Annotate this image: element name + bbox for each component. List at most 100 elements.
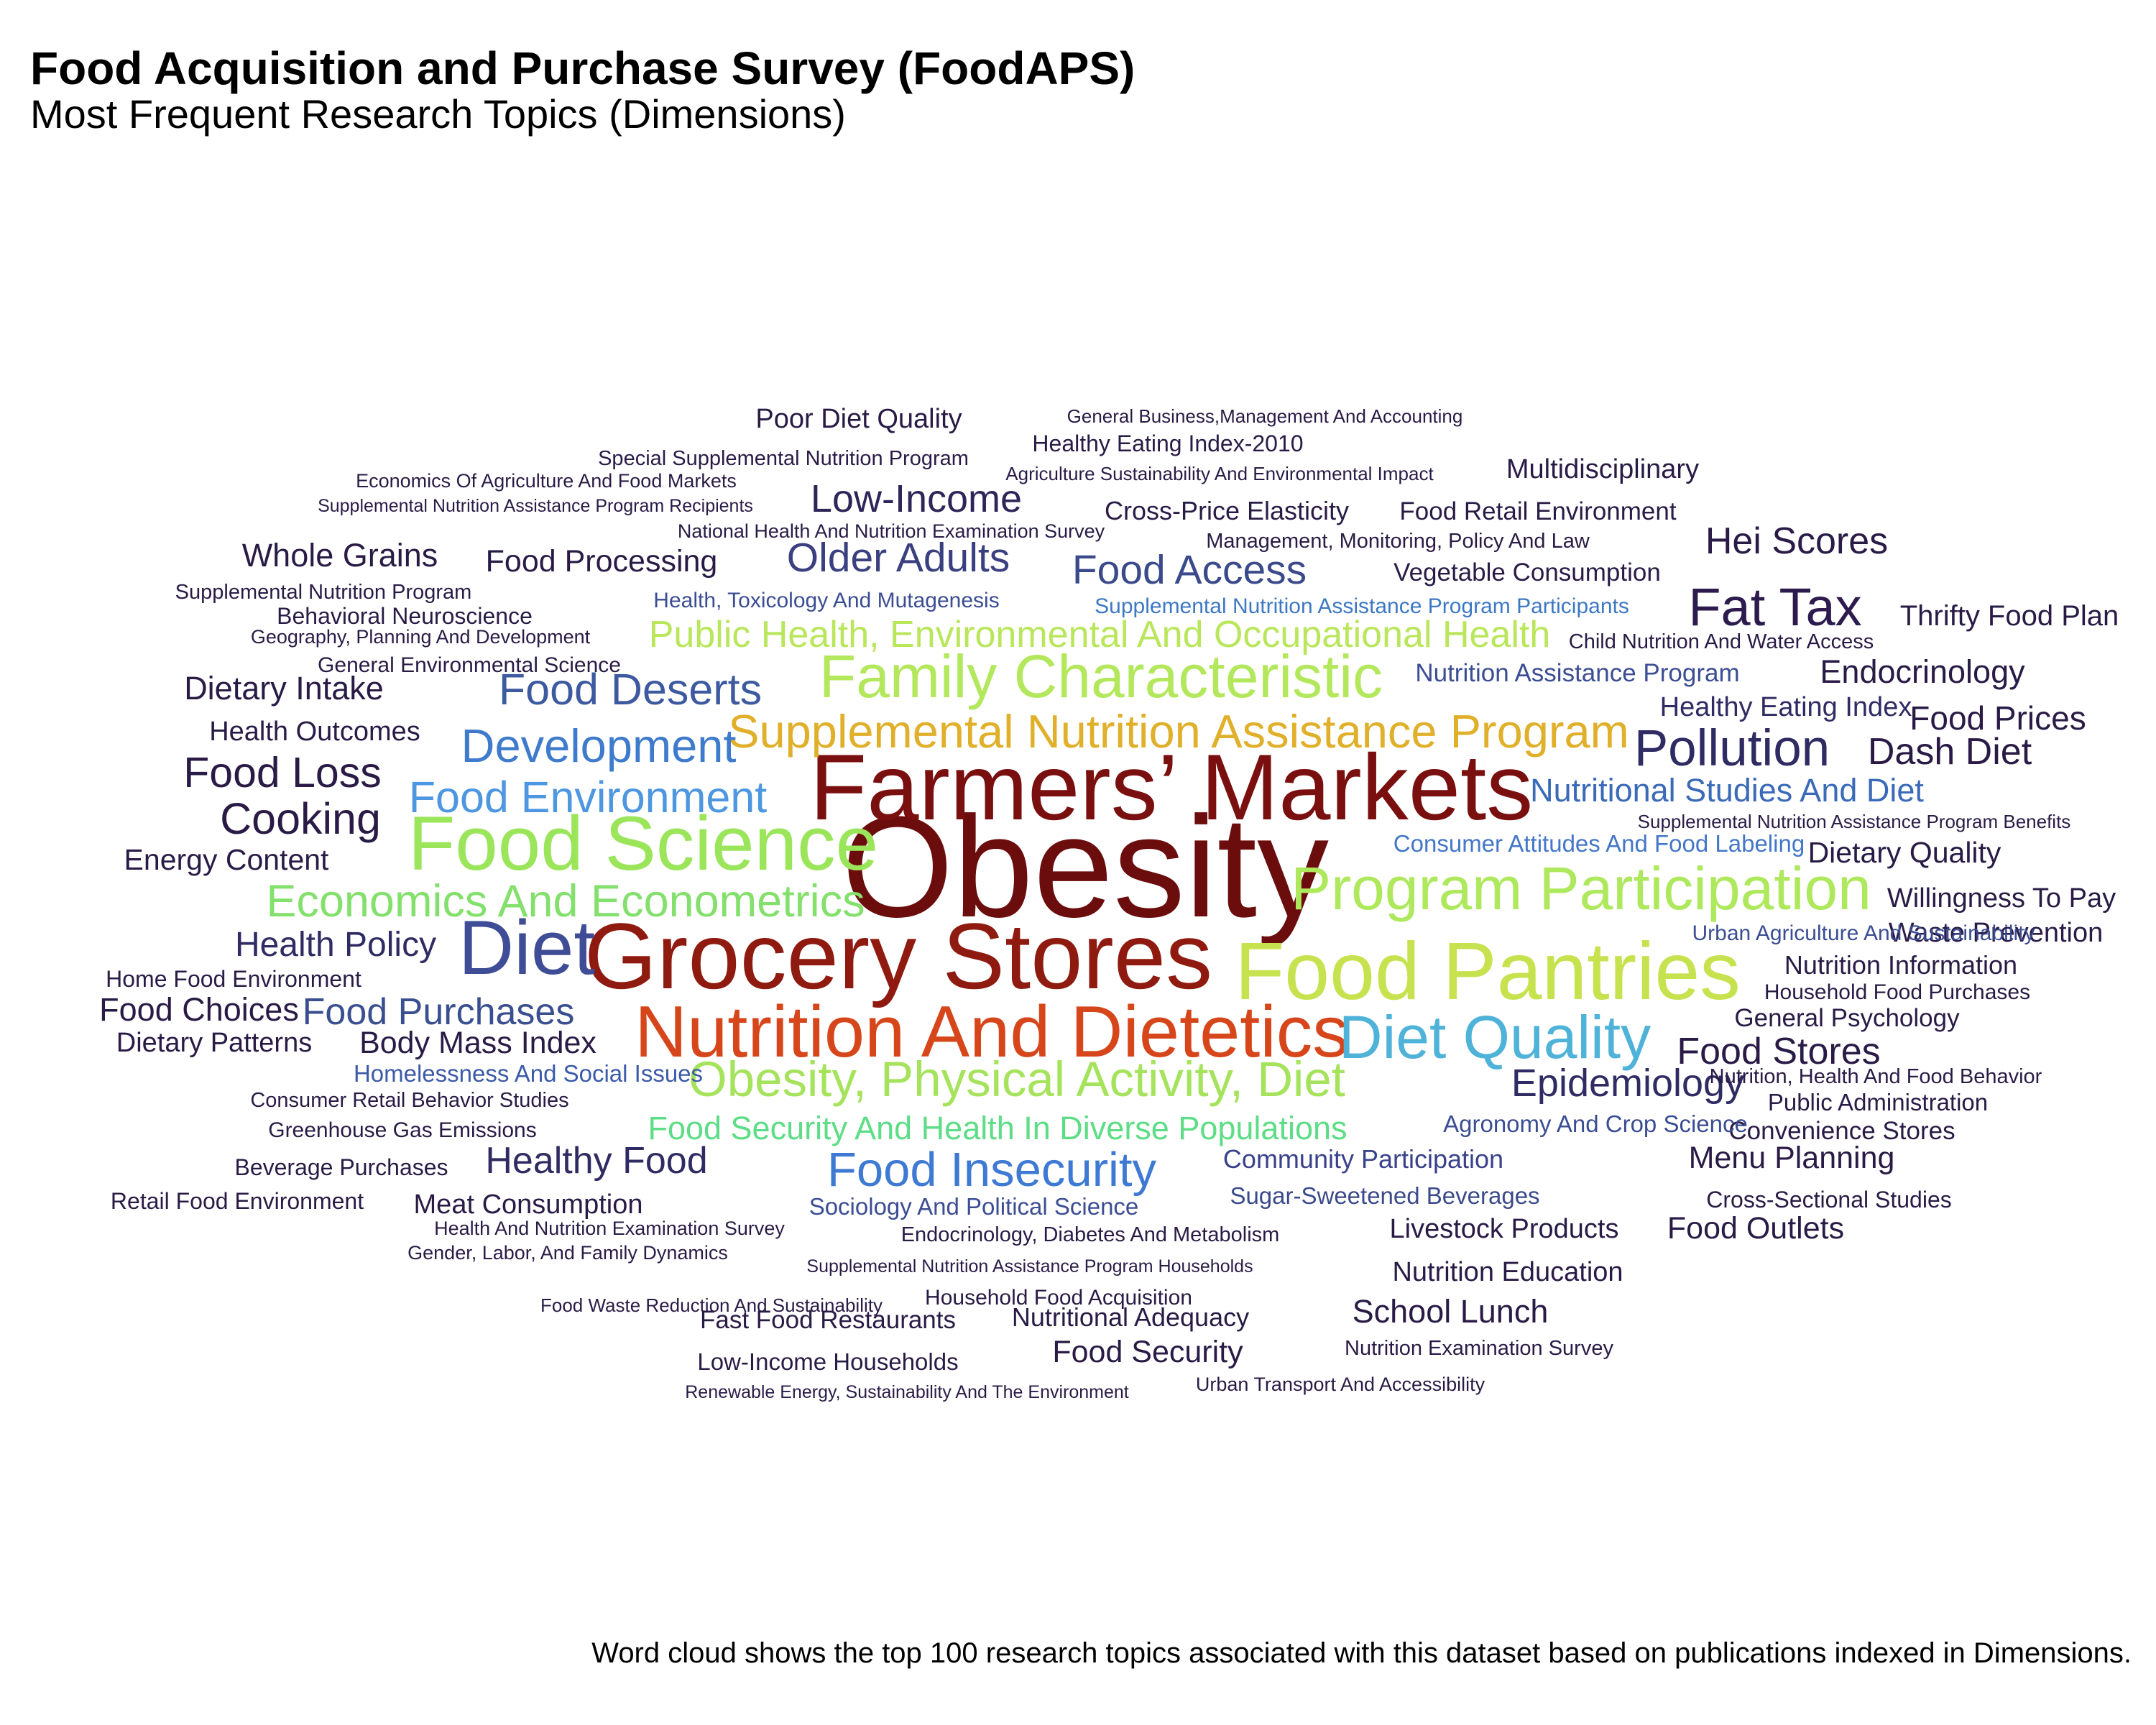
word-food-insecurity: Food Insecurity xyxy=(827,1143,1157,1197)
word-agronomy-and-crop-science: Agronomy And Crop Science xyxy=(1443,1110,1748,1137)
word-epidemiology: Epidemiology xyxy=(1511,1062,1744,1105)
word-cross-sectional-studies: Cross-Sectional Studies xyxy=(1706,1187,1951,1213)
word-meat-consumption: Meat Consumption xyxy=(414,1190,643,1220)
word-obesity: Obesity xyxy=(842,787,1329,947)
word-menu-planning: Menu Planning xyxy=(1689,1141,1895,1175)
word-food-prices: Food Prices xyxy=(1909,699,2086,737)
word-greenhouse-gas-emissions: Greenhouse Gas Emissions xyxy=(268,1118,537,1142)
word-gender-labor-and-family-dynamics: Gender, Labor, And Family Dynamics xyxy=(407,1242,728,1264)
word-supplemental-nutrition-assistance-program-participants: Supplemental Nutrition Assistance Progra… xyxy=(1095,594,1629,618)
word-household-food-acquisition: Household Food Acquisition xyxy=(925,1286,1192,1310)
chart-title: Food Acquisition and Purchase Survey (Fo… xyxy=(30,42,1135,94)
word-food-waste-reduction-and-sustainability: Food Waste Reduction And Sustainability xyxy=(540,1294,883,1316)
word-homelessness-and-social-issues: Homelessness And Social Issues xyxy=(354,1060,703,1087)
word-endocrinology: Endocrinology xyxy=(1820,653,2025,690)
word-vegetable-consumption: Vegetable Consumption xyxy=(1393,558,1661,586)
word-renewable-energy-sustainability-and-the-environment: Renewable Energy, Sustainability And The… xyxy=(685,1382,1129,1402)
word-food-retail-environment: Food Retail Environment xyxy=(1399,497,1676,525)
word-livestock-products: Livestock Products xyxy=(1390,1214,1619,1244)
word-waste-prevention: Waste Prevention xyxy=(1889,918,2104,948)
word-energy-content: Energy Content xyxy=(124,843,330,876)
word-food-environment: Food Environment xyxy=(409,773,767,822)
word-nutrition-education: Nutrition Education xyxy=(1392,1257,1623,1287)
word-fast-food-restaurants: Fast Food Restaurants xyxy=(700,1306,956,1334)
word-program-participation: Program Participation xyxy=(1291,855,1871,922)
word-farmers-markets: Farmers’ Markets xyxy=(810,735,1533,840)
word-grocery-stores: Grocery Stores xyxy=(584,903,1212,1008)
word-older-adults: Older Adults xyxy=(787,535,1010,581)
word-consumer-retail-behavior-studies: Consumer Retail Behavior Studies xyxy=(250,1089,568,1112)
word-agriculture-sustainability-and-environmental-impact: Agriculture Sustainability And Environme… xyxy=(1005,463,1434,484)
word-household-food-purchases: Household Food Purchases xyxy=(1764,980,2030,1004)
word-cooking: Cooking xyxy=(220,794,381,843)
word-food-loss: Food Loss xyxy=(183,749,382,796)
word-food-stores: Food Stores xyxy=(1677,1031,1880,1072)
word-sociology-and-political-science: Sociology And Political Science xyxy=(809,1193,1139,1220)
word-nutrition-and-dietetics: Nutrition And Dietetics xyxy=(635,992,1349,1072)
word-food-security: Food Security xyxy=(1052,1335,1243,1369)
word-family-characteristic: Family Characteristic xyxy=(819,643,1383,710)
word-supplemental-nutrition-program: Supplemental Nutrition Program xyxy=(175,581,472,604)
word-general-environmental-science: General Environmental Science xyxy=(318,653,621,677)
word-dash-diet: Dash Diet xyxy=(1868,731,2032,773)
word-health-toxicology-and-mutagenesis: Health, Toxicology And Mutagenesis xyxy=(653,589,999,612)
word-national-health-and-nutrition-examination-survey: National Health And Nutrition Examinatio… xyxy=(678,520,1105,542)
word-healthy-food: Healthy Food xyxy=(485,1140,707,1182)
word-food-pantries: Food Pantries xyxy=(1235,926,1741,1016)
word-willingness-to-pay: Willingness To Pay xyxy=(1887,883,2116,914)
word-poor-diet-quality: Poor Diet Quality xyxy=(755,404,962,434)
word-supplemental-nutrition-assistance-program-recipients: Supplemental Nutrition Assistance Progra… xyxy=(318,496,753,516)
word-nutrition-information: Nutrition Information xyxy=(1784,950,2017,980)
word-hei-scores: Hei Scores xyxy=(1705,520,1888,562)
word-school-lunch: School Lunch xyxy=(1353,1293,1549,1330)
word-low-income: Low-Income xyxy=(811,477,1022,520)
word-consumer-attitudes-and-food-labeling: Consumer Attitudes And Food Labeling xyxy=(1393,830,1805,857)
word-convenience-stores: Convenience Stores xyxy=(1728,1117,1955,1145)
word-public-health-environmental-and-occupational-health: Public Health, Environmental And Occupat… xyxy=(649,614,1551,656)
word-food-processing: Food Processing xyxy=(486,544,718,579)
word-development: Development xyxy=(461,719,737,772)
word-child-nutrition-and-water-access: Child Nutrition And Water Access xyxy=(1569,630,1874,653)
word-food-outlets: Food Outlets xyxy=(1667,1211,1844,1246)
word-dietary-quality: Dietary Quality xyxy=(1808,836,2001,869)
chart-subtitle: Most Frequent Research Topics (Dimension… xyxy=(30,91,846,137)
word-healthy-eating-index: Healthy Eating Index xyxy=(1660,692,1912,722)
word-pollution: Pollution xyxy=(1634,720,1830,777)
word-economics-of-agriculture-and-food-markets: Economics Of Agriculture And Food Market… xyxy=(356,470,737,492)
word-diet-quality: Diet Quality xyxy=(1339,1003,1651,1071)
word-health-policy: Health Policy xyxy=(235,926,436,964)
word-nutritional-studies-and-diet: Nutritional Studies And Diet xyxy=(1530,772,1924,809)
word-fat-tax: Fat Tax xyxy=(1688,577,1861,637)
word-food-choices: Food Choices xyxy=(99,991,299,1028)
word-public-administration: Public Administration xyxy=(1768,1089,1988,1116)
word-cross-price-elasticity: Cross-Price Elasticity xyxy=(1105,496,1349,525)
word-nutrition-assistance-program: Nutrition Assistance Program xyxy=(1415,659,1739,687)
word-urban-transport-and-accessibility: Urban Transport And Accessibility xyxy=(1196,1374,1485,1395)
word-nutrition-examination-survey: Nutrition Examination Survey xyxy=(1345,1337,1613,1360)
word-dietary-intake: Dietary Intake xyxy=(184,670,384,707)
word-nutritional-adequacy: Nutritional Adequacy xyxy=(1012,1302,1249,1332)
word-urban-agriculture-and-sustainability: Urban Agriculture And Sustainability xyxy=(1692,921,2035,945)
word-body-mass-index: Body Mass Index xyxy=(359,1026,596,1060)
word-sugar-sweetened-beverages: Sugar-Sweetened Beverages xyxy=(1230,1182,1539,1209)
chart-caption: Word cloud shows the top 100 research to… xyxy=(591,1637,2132,1669)
word-economics-and-econometrics: Economics And Econometrics xyxy=(266,876,865,926)
word-health-outcomes: Health Outcomes xyxy=(209,717,420,747)
word-healthy-eating-index-2010: Healthy Eating Index-2010 xyxy=(1032,431,1303,456)
word-management-monitoring-policy-and-law: Management, Monitoring, Policy And Law xyxy=(1206,530,1590,553)
word-health-and-nutrition-examination-survey: Health And Nutrition Examination Survey xyxy=(434,1218,785,1239)
word-obesity-physical-activity-diet: Obesity, Physical Activity, Diet xyxy=(688,1052,1345,1107)
word-home-food-environment: Home Food Environment xyxy=(106,966,361,992)
word-supplemental-nutrition-assistance-program: Supplemental Nutrition Assistance Progra… xyxy=(728,705,1629,758)
word-general-business-management-and-accounting: General Business,Management And Accounti… xyxy=(1067,405,1463,427)
word-special-supplemental-nutrition-program: Special Supplemental Nutrition Program xyxy=(598,447,969,470)
word-multidisciplinary: Multidisciplinary xyxy=(1506,454,1699,484)
word-thrifty-food-plan: Thrifty Food Plan xyxy=(1900,600,2119,632)
word-food-access: Food Access xyxy=(1072,547,1307,593)
word-beverage-purchases: Beverage Purchases xyxy=(234,1154,448,1180)
word-community-participation: Community Participation xyxy=(1223,1144,1503,1174)
word-supplemental-nutrition-assistance-program-benefits: Supplemental Nutrition Assistance Progra… xyxy=(1638,811,2071,832)
word-whole-grains: Whole Grains xyxy=(242,537,438,574)
word-supplemental-nutrition-assistance-program-households: Supplemental Nutrition Assistance Progra… xyxy=(806,1256,1253,1276)
